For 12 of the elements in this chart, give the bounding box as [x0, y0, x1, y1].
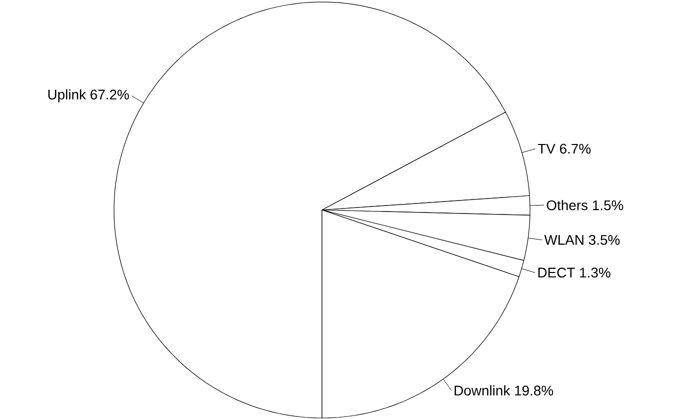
slice-label: WLAN — [544, 235, 584, 245]
slice-label: Downlink — [454, 385, 510, 396]
slice-label: TV — [538, 144, 556, 154]
data-label: 6.7% — [560, 144, 591, 154]
data-label: 3.5% — [588, 234, 620, 245]
slice-label: Others — [546, 200, 588, 210]
data-label: 1.5% — [592, 200, 624, 210]
slice-label: DECT — [538, 268, 575, 278]
data-label: 67.2% — [90, 90, 129, 100]
data-label: 19.8% — [515, 386, 554, 396]
slice-label: Uplink — [48, 89, 86, 102]
data-label: 1.3% — [580, 268, 610, 278]
